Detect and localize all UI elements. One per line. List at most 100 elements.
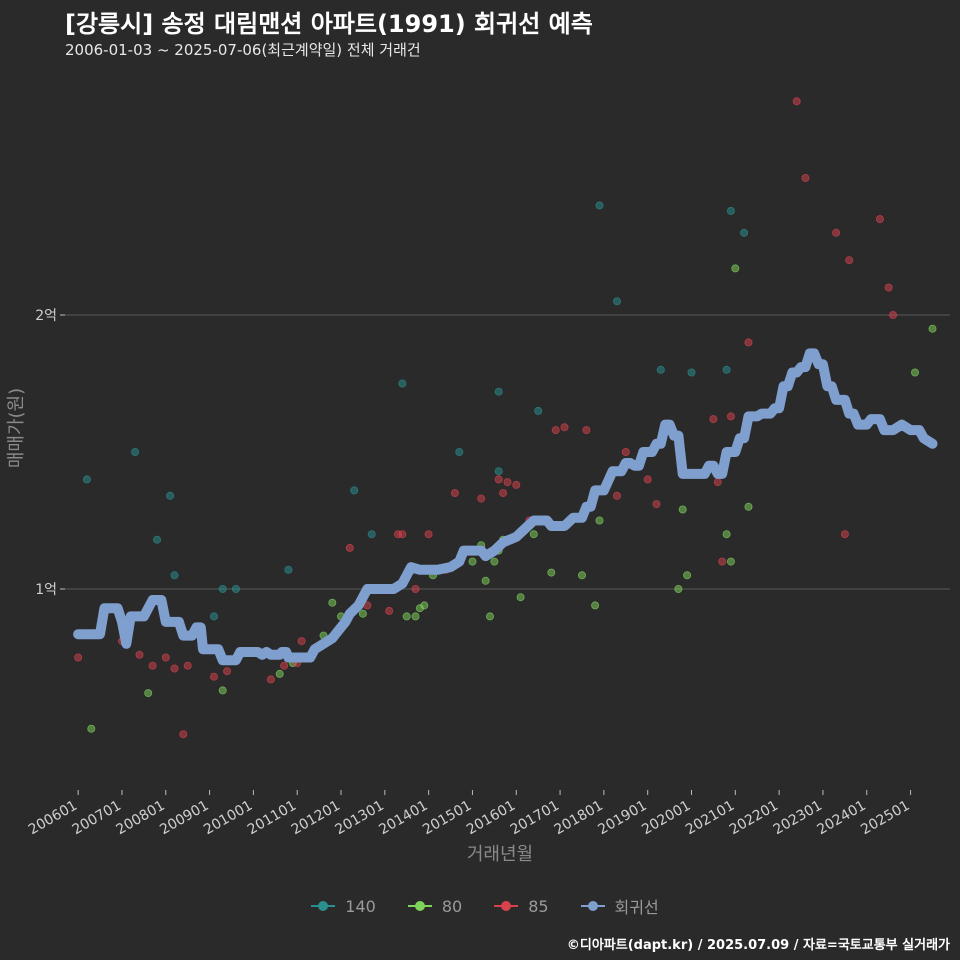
- legend-label-80: 80: [441, 896, 463, 916]
- point-80: [547, 568, 556, 577]
- point-140: [534, 406, 543, 415]
- point-85: [297, 637, 306, 646]
- point-140: [455, 447, 464, 456]
- x-tick-label: 202201: [727, 798, 781, 839]
- point-85: [840, 530, 849, 539]
- point-85: [884, 283, 893, 292]
- point-85: [652, 500, 661, 509]
- x-tick-label: 200601: [26, 798, 80, 839]
- point-80: [722, 530, 731, 539]
- point-140: [231, 585, 240, 594]
- point-85: [713, 478, 722, 487]
- point-85: [266, 675, 275, 684]
- chart-title: [강릉시] 송정 대림맨션 아파트(1991) 회귀선 예측: [65, 10, 593, 38]
- x-tick-label: 201601: [464, 798, 518, 839]
- x-tick-label: 201801: [552, 798, 606, 839]
- legend-key-80: [406, 898, 434, 914]
- x-tick-label: 202501: [858, 798, 912, 839]
- point-140: [350, 486, 359, 495]
- x-tick-label: 202101: [683, 798, 737, 839]
- point-80: [420, 601, 429, 610]
- x-tick-label: 202301: [771, 798, 825, 839]
- point-85: [450, 489, 459, 498]
- point-80: [911, 368, 920, 377]
- x-tick-label: 201001: [201, 798, 255, 839]
- point-140: [656, 365, 665, 374]
- point-140: [166, 491, 175, 500]
- point-85: [889, 310, 898, 319]
- legend-label-regression: 회귀선: [614, 898, 659, 917]
- x-tick-label: 200901: [157, 798, 211, 839]
- regression-path: [73, 348, 938, 666]
- point-80: [468, 557, 477, 566]
- legend-item-80: 80: [398, 894, 462, 918]
- point-85: [613, 491, 622, 500]
- point-85: [179, 730, 188, 739]
- point-80: [683, 571, 692, 580]
- point-140: [284, 565, 293, 574]
- point-85: [621, 447, 630, 456]
- point-80: [358, 609, 367, 618]
- point-85: [832, 228, 841, 237]
- point-140: [170, 571, 179, 580]
- point-140: [722, 365, 731, 374]
- regression-line: [73, 348, 938, 666]
- point-140: [152, 535, 161, 544]
- point-80: [402, 612, 411, 621]
- point-85: [582, 426, 591, 435]
- x-tick-label: 201201: [289, 798, 343, 839]
- x-tick-label: 202401: [814, 798, 868, 839]
- legend: 140 80 85 회귀선: [0, 894, 960, 918]
- point-80: [726, 557, 735, 566]
- legend-key-140: [309, 898, 337, 914]
- legend-item-85: 85: [484, 894, 549, 918]
- point-140: [726, 206, 735, 215]
- point-140: [494, 467, 503, 476]
- point-80: [744, 502, 753, 511]
- point-80: [328, 598, 337, 607]
- point-85: [560, 423, 569, 432]
- x-axis-label: 거래년월: [466, 844, 534, 865]
- x-tick-label: 201401: [376, 798, 430, 839]
- x-tick-label: 202001: [639, 798, 693, 839]
- scatter-points: [74, 97, 937, 739]
- x-tick-label: 201501: [420, 798, 474, 839]
- point-85: [161, 653, 170, 662]
- point-85: [499, 489, 508, 498]
- point-85: [183, 661, 192, 670]
- point-80: [516, 593, 525, 602]
- point-85: [494, 475, 503, 484]
- point-80: [481, 576, 490, 585]
- point-140: [740, 228, 749, 237]
- point-140: [367, 530, 376, 539]
- point-80: [578, 571, 587, 580]
- legend-label-140: 140: [345, 896, 376, 916]
- point-80: [595, 516, 604, 525]
- point-85: [411, 585, 420, 594]
- point-80: [674, 585, 683, 594]
- y-tick-label: 2억: [35, 308, 57, 324]
- legend-item-140: 140: [301, 894, 376, 918]
- point-80: [218, 686, 227, 695]
- point-140: [131, 447, 140, 456]
- x-tick-label: 200701: [70, 798, 124, 839]
- point-80: [490, 557, 499, 566]
- point-140: [494, 387, 503, 396]
- point-85: [477, 494, 486, 503]
- legend-label-85: 85: [528, 896, 549, 916]
- chart-subtitle: 2006-01-03 ~ 2025-07-06(최근계약일) 전체 거래건: [65, 41, 421, 59]
- point-85: [148, 661, 157, 670]
- point-140: [209, 612, 218, 621]
- point-85: [398, 530, 407, 539]
- point-85: [223, 667, 232, 676]
- point-80: [87, 724, 96, 733]
- point-85: [551, 426, 560, 435]
- point-85: [170, 664, 179, 673]
- point-80: [928, 324, 937, 333]
- point-140: [687, 368, 696, 377]
- point-80: [275, 669, 284, 678]
- point-85: [209, 672, 218, 681]
- x-tick-label: 201701: [508, 798, 562, 839]
- point-85: [726, 412, 735, 421]
